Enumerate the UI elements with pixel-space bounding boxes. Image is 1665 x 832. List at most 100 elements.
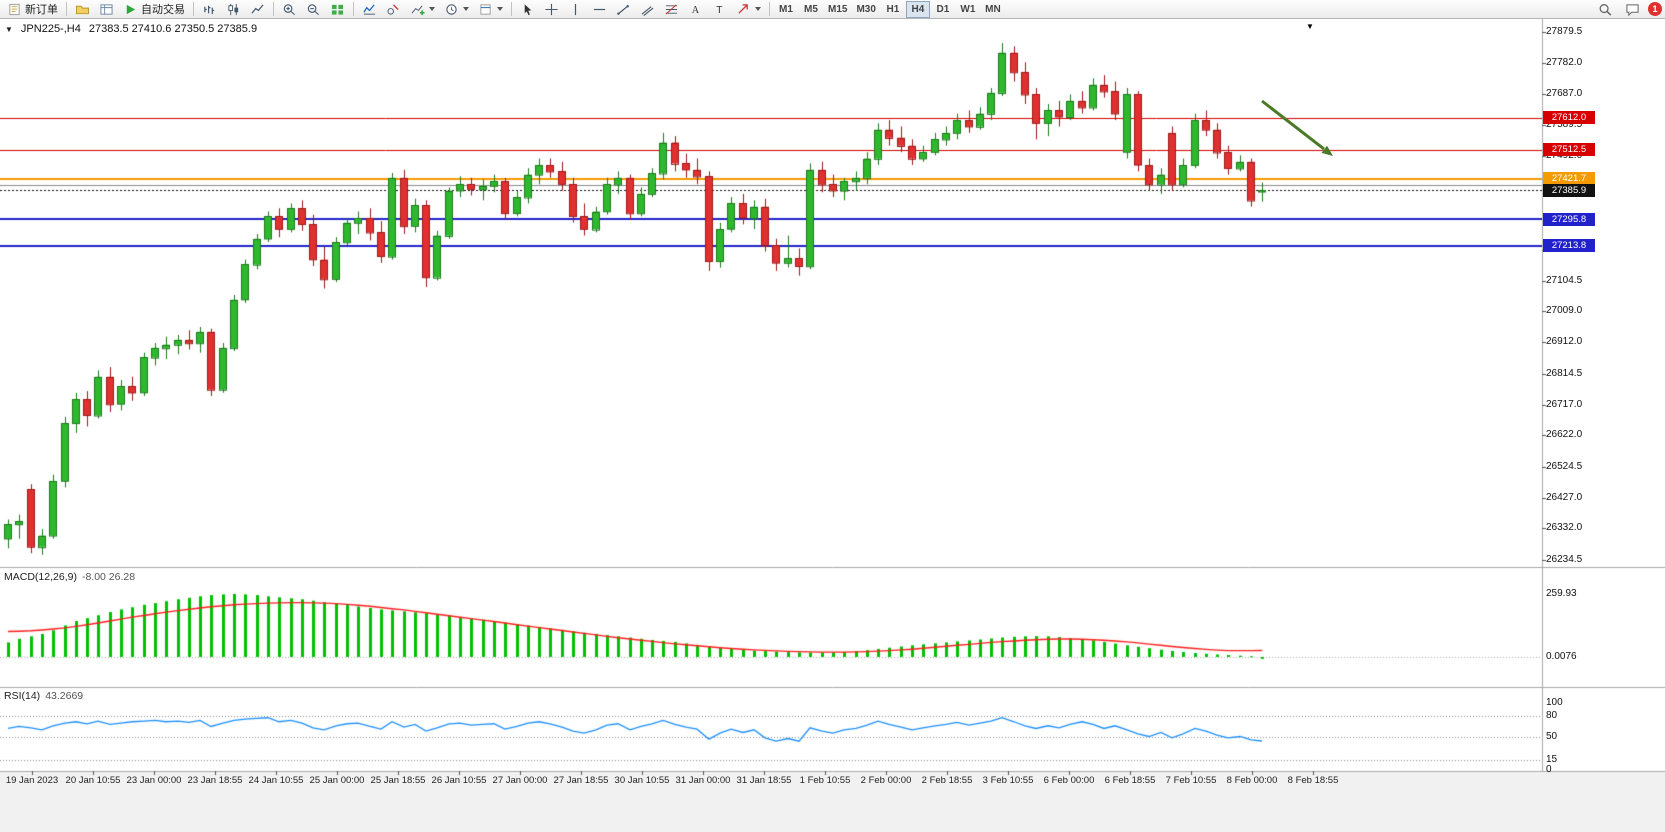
chat-icon: [1626, 3, 1639, 16]
time-axis-label: 31 Jan 18:55: [736, 775, 792, 786]
data-window-button[interactable]: [95, 1, 118, 18]
time-axis-label: 23 Jan 00:00: [126, 775, 182, 786]
label-tool-button[interactable]: T: [708, 1, 731, 18]
macd-title: MACD(12,26,9): [4, 571, 77, 583]
toolbar-separator: [353, 2, 354, 16]
price-axis-label: 26717.0: [1546, 398, 1583, 410]
add-indicator-icon: [411, 4, 425, 15]
time-axis-label: 8 Feb 00:00: [1226, 775, 1278, 786]
timeframe-H1-button[interactable]: H1: [881, 1, 905, 18]
tile-windows-icon: [331, 4, 344, 15]
data-window-icon: [100, 3, 113, 15]
time-axis-label: 2 Feb 18:55: [921, 775, 973, 786]
macd-axis-label: 0.0076: [1546, 650, 1577, 662]
chart-shift-marker-icon[interactable]: ▼: [1306, 22, 1314, 31]
cursor-icon: [524, 3, 532, 15]
time-axis-label: 19 Jan 2023: [5, 775, 59, 786]
label-icon: T: [716, 5, 722, 16]
toolbar-separator: [66, 2, 67, 16]
price-level-badge[interactable]: 27385.9: [1543, 183, 1595, 197]
tile-windows-button[interactable]: [326, 1, 349, 18]
indicators-list-button[interactable]: [358, 1, 381, 18]
price-level-badge[interactable]: 27421.7: [1543, 172, 1595, 186]
chart-window: ▼ JPN225-,H4 27383.5 27410.6 27350.5 273…: [0, 19, 1665, 832]
fibonacci-tool-button[interactable]: [660, 1, 683, 18]
templates-icon: [480, 3, 491, 15]
horizontal-line-tool-button[interactable]: [588, 1, 611, 18]
price-axis-label: 26912.0: [1546, 336, 1583, 348]
timeframe-M1-button[interactable]: M1: [774, 1, 798, 18]
price-level-badge[interactable]: 27512.5: [1543, 143, 1595, 157]
chart-menu-icon[interactable]: ▼: [5, 24, 13, 34]
symbol-timeframe-label: JPN225-,H4: [20, 23, 81, 35]
zoom-out-button[interactable]: [302, 1, 325, 18]
down-trend-arrow-annotation[interactable]: [1255, 94, 1345, 169]
auto-trading-button[interactable]: 自动交易: [119, 1, 189, 18]
price-level-badge[interactable]: 27612.0: [1543, 111, 1595, 125]
text-tool-button[interactable]: A: [684, 1, 707, 18]
price-axis-label: 27104.5: [1546, 274, 1583, 286]
bar-chart-button[interactable]: [198, 1, 221, 18]
vertical-line-tool-button[interactable]: [564, 1, 587, 18]
templates-button[interactable]: [474, 1, 507, 18]
objects-list-icon: [387, 3, 399, 15]
timeframe-M15-button[interactable]: M15: [824, 1, 851, 18]
timeframe-W1-button[interactable]: W1: [956, 1, 980, 18]
periods-button[interactable]: [440, 1, 473, 18]
new-order-button[interactable]: 新订单: [3, 1, 62, 18]
cursor-tool-button[interactable]: [516, 1, 539, 18]
time-axis-label: 6 Feb 00:00: [1043, 775, 1095, 786]
auto-trading-label: 自动交易: [141, 4, 185, 16]
search-button[interactable]: [1594, 1, 1617, 18]
rsi-title: RSI(14): [4, 690, 41, 702]
toolbar-right-group: 1: [1594, 1, 1662, 18]
rsi-axis-label: 50: [1546, 730, 1558, 742]
price-axis-label: 26332.0: [1546, 522, 1583, 534]
notification-badge[interactable]: 1: [1648, 2, 1662, 16]
add-indicator-button[interactable]: [406, 1, 439, 18]
trendline-tool-button[interactable]: [612, 1, 635, 18]
zoom-in-icon: [283, 3, 295, 15]
time-axis-label: 31 Jan 00:00: [675, 775, 731, 786]
time-axis-label: 6 Feb 18:55: [1104, 775, 1156, 786]
timeframe-MN-button[interactable]: MN: [981, 1, 1005, 18]
search-icon: [1599, 3, 1612, 16]
channel-icon: [641, 5, 654, 16]
zoom-in-button[interactable]: [278, 1, 301, 18]
time-axis-label: 1 Feb 10:55: [799, 775, 851, 786]
objects-list-button[interactable]: [382, 1, 405, 18]
rsi-axis-label: 80: [1546, 710, 1558, 722]
fibonacci-icon: [665, 3, 678, 15]
candlestick-chart-button[interactable]: [222, 1, 245, 18]
time-axis-label: 27 Jan 18:55: [553, 775, 609, 786]
time-axis-label: 26 Jan 10:55: [431, 775, 487, 786]
auto-trading-icon: [126, 4, 136, 14]
chart-header: ▼ JPN225-,H4 27383.5 27410.6 27350.5 273…: [5, 23, 257, 35]
timeframe-M5-button[interactable]: M5: [799, 1, 823, 18]
line-chart-button[interactable]: [246, 1, 269, 18]
time-axis-label: 23 Jan 18:55: [187, 775, 243, 786]
profiles-button[interactable]: [71, 1, 94, 18]
price-level-badge[interactable]: 27295.8: [1543, 212, 1595, 226]
time-axis-label: 20 Jan 10:55: [65, 775, 121, 786]
price-chart-canvas[interactable]: [0, 19, 1665, 832]
channel-tool-button[interactable]: [636, 1, 659, 18]
price-axis-label: 26524.5: [1546, 460, 1583, 472]
price-level-badge[interactable]: 27213.8: [1543, 239, 1595, 253]
timeframe-H4-button[interactable]: H4: [905, 0, 930, 18]
crosshair-tool-button[interactable]: [540, 1, 563, 18]
toolbar-separator: [769, 2, 770, 16]
time-axis-label: 7 Feb 10:55: [1165, 775, 1217, 786]
timeframe-M30-button[interactable]: M30: [852, 1, 879, 18]
zoom-out-icon: [307, 3, 319, 15]
crosshair-icon: [545, 3, 558, 15]
price-axis-label: 27589.5: [1546, 119, 1583, 131]
chat-button[interactable]: [1621, 1, 1644, 18]
timeframe-D1-button[interactable]: D1: [931, 1, 955, 18]
chevron-down-icon: [497, 7, 503, 11]
macd-label: MACD(12,26,9) -8.00 26.28: [4, 571, 135, 583]
time-axis-label: 24 Jan 10:55: [248, 775, 304, 786]
arrows-tool-button[interactable]: [732, 1, 765, 18]
svg-text:T: T: [716, 5, 722, 16]
price-axis-label: 27687.0: [1546, 87, 1583, 99]
